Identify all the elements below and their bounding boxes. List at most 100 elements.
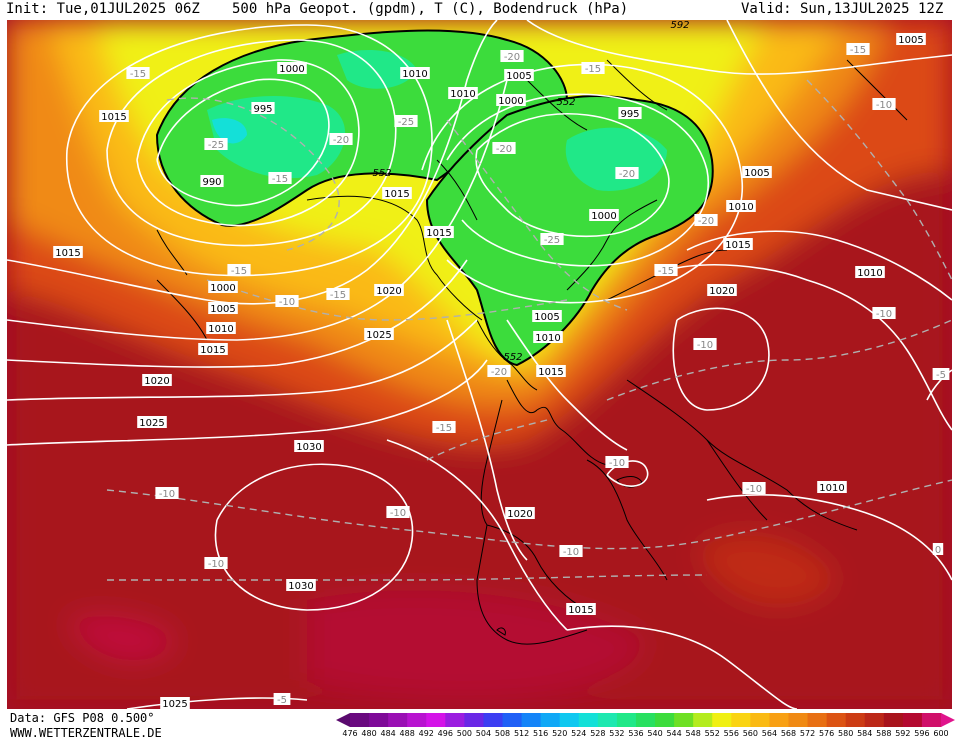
colorbar-tick: 516 (533, 729, 549, 738)
svg-text:1000: 1000 (210, 283, 235, 294)
isobar-label: 1015 (536, 365, 566, 378)
weather-map[interactable]: 1000 995 990 1015 1010 1010 1005 1000 995 1005 100… (7, 20, 952, 709)
colorbar-swatch (336, 713, 350, 727)
isobar-label: 1010 (448, 87, 478, 100)
colorbar-swatch (845, 713, 866, 727)
svg-text:552: 552 (503, 352, 522, 363)
isobar-label: 1030 (286, 579, 316, 592)
svg-text:-25: -25 (544, 235, 560, 246)
colorbar-tick: 520 (552, 729, 568, 738)
svg-text:-20: -20 (491, 367, 507, 378)
colorbar-tick: 512 (513, 729, 530, 738)
svg-text:1030: 1030 (296, 442, 321, 453)
svg-text:1000: 1000 (279, 64, 304, 75)
svg-text:995: 995 (620, 109, 639, 120)
colorbar-swatch (674, 713, 694, 727)
svg-text:-10: -10 (208, 559, 224, 570)
svg-text:-15: -15 (130, 69, 146, 80)
svg-text:-15: -15 (585, 64, 601, 75)
temp-label: -20 (329, 133, 353, 146)
svg-text:1010: 1010 (402, 69, 427, 80)
colorbar-swatch (826, 713, 847, 727)
colorbar (336, 713, 955, 727)
temp-label: -5 (273, 693, 291, 706)
svg-text:-10: -10 (876, 100, 892, 111)
isobar-label: 1020 (505, 507, 535, 520)
temp-label: -15 (846, 43, 870, 56)
isotherm-contours (106, 79, 952, 581)
colorbar-tick: 600 (933, 729, 949, 738)
colorbar-tick: 580 (838, 729, 854, 738)
temp-label: -10 (872, 307, 896, 320)
temp-label: -10 (559, 545, 583, 558)
svg-text:1020: 1020 (507, 509, 532, 520)
colorbar-tick: 564 (761, 729, 778, 738)
colorbar-tick: 476 (342, 729, 358, 738)
isobar-label: 1005 (896, 33, 926, 46)
colorbar-tick: 556 (723, 729, 739, 738)
colorbar-tick: 496 (437, 729, 453, 738)
isobar-label: 1000 (208, 281, 238, 294)
isobar-label: 1005 (504, 69, 534, 82)
colorbar-tick: 480 (361, 729, 377, 738)
svg-text:-15: -15 (850, 45, 866, 56)
isobar-label: 1015 (382, 187, 412, 200)
isobar-label: 1000 (496, 94, 526, 107)
colorbar-swatch (693, 713, 713, 727)
coastlines (156, 59, 908, 645)
isobar-label: 1000 (277, 62, 307, 75)
svg-text:-5: -5 (277, 695, 287, 706)
svg-text:1025: 1025 (366, 330, 391, 341)
map-canvas: 1000 995 990 1015 1010 1010 1005 1000 995 1005 100… (7, 20, 952, 709)
isobar-label: 1015 (53, 246, 83, 259)
svg-text:1015: 1015 (426, 228, 451, 239)
svg-text:1015: 1015 (55, 248, 80, 259)
colorbar-swatch (807, 713, 828, 727)
colorbar-tick: 544 (666, 729, 682, 738)
colorbar-swatch (464, 713, 484, 727)
colorbar-swatch (388, 713, 408, 727)
temp-label: -15 (581, 62, 605, 75)
isobar-label: 995 (618, 107, 642, 120)
svg-text:1010: 1010 (819, 483, 844, 494)
colorbar-tick: 540 (647, 729, 663, 738)
colorbar-tick: 528 (590, 729, 606, 738)
isobar-label: 1020 (374, 284, 404, 297)
svg-text:-10: -10 (746, 484, 762, 495)
isobar-label: 1025 (364, 328, 394, 341)
temp-label: -20 (615, 167, 639, 180)
svg-text:-20: -20 (496, 144, 512, 155)
colorbar-tick: 488 (399, 729, 415, 738)
svg-text:-10: -10 (279, 297, 295, 308)
colorbar-swatch (941, 713, 955, 727)
colorbar-swatch (921, 713, 942, 727)
isobar-label: 1020 (707, 284, 737, 297)
temp-label: -10 (386, 506, 410, 519)
colorbar-tick: 532 (609, 729, 625, 738)
colorbar-tick: 536 (628, 729, 644, 738)
colorbar-swatch (559, 713, 580, 727)
colorbar-tick: 592 (895, 729, 911, 738)
svg-text:1030: 1030 (288, 581, 313, 592)
svg-text:1000: 1000 (591, 211, 616, 222)
temp-label: -25 (204, 138, 228, 151)
colorbar-swatch (712, 713, 732, 727)
svg-text:-20: -20 (619, 169, 635, 180)
temp-label: -25 (394, 115, 418, 128)
svg-text:990: 990 (202, 177, 221, 188)
website-link[interactable]: WWW.WETTERZENTRALE.DE (10, 726, 162, 740)
svg-text:-15: -15 (330, 290, 346, 301)
colorbar-tick: 508 (494, 729, 511, 738)
svg-text:1015: 1015 (200, 345, 225, 356)
colorbar-swatch (407, 713, 427, 727)
svg-text:1010: 1010 (208, 324, 233, 335)
height-label: 552 (372, 168, 391, 179)
header-bar: Init: Tue,01JUL2025 06Z 500 hPa Geopot. … (0, 0, 959, 20)
svg-text:1005: 1005 (210, 304, 235, 315)
colorbar-tick: 552 (704, 729, 720, 738)
svg-text:1005: 1005 (534, 312, 559, 323)
colorbar-swatch (616, 713, 637, 727)
isobar-label: 1005 (742, 166, 772, 179)
colorbar-swatch (483, 713, 504, 727)
height-label: 552 (503, 352, 522, 363)
